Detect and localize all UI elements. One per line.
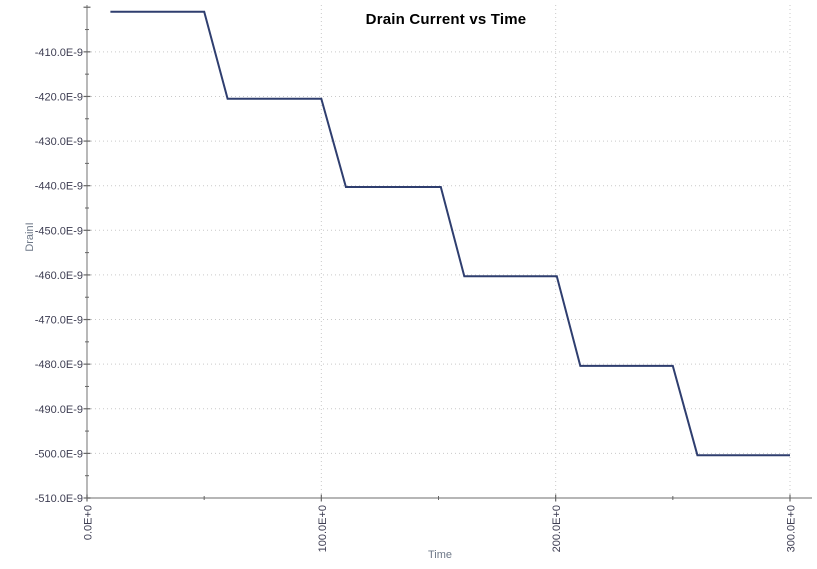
x-tick-label: 200.0E+0	[551, 505, 563, 552]
y-tick-label: -440.0E-9	[35, 181, 83, 193]
y-tick-label: -470.0E-9	[35, 315, 83, 327]
y-tick-label: -450.0E-9	[35, 225, 83, 237]
data-line-DrainI	[110, 10, 790, 457]
y-axis-label: DrainI	[24, 222, 36, 252]
x-tick-label: 100.0E+0	[317, 505, 329, 552]
x-axis-label: Time	[427, 549, 453, 561]
y-tick-label: -420.0E-9	[35, 91, 83, 103]
y-tick-label: -480.0E-9	[35, 359, 83, 371]
y-tick-label: -510.0E-9	[35, 493, 83, 505]
y-tick-label: -430.0E-9	[35, 136, 83, 148]
x-tick-label: 0.0E+0	[83, 505, 95, 540]
x-tick-label: 300.0E+0	[786, 505, 798, 552]
y-tick-label: -410.0E-9	[35, 47, 83, 59]
chart-title: Drain Current vs Time	[365, 11, 527, 28]
y-tick-label: -460.0E-9	[35, 270, 83, 282]
y-tick-label: -500.0E-9	[35, 448, 83, 460]
y-tick-label: -490.0E-9	[35, 404, 83, 416]
